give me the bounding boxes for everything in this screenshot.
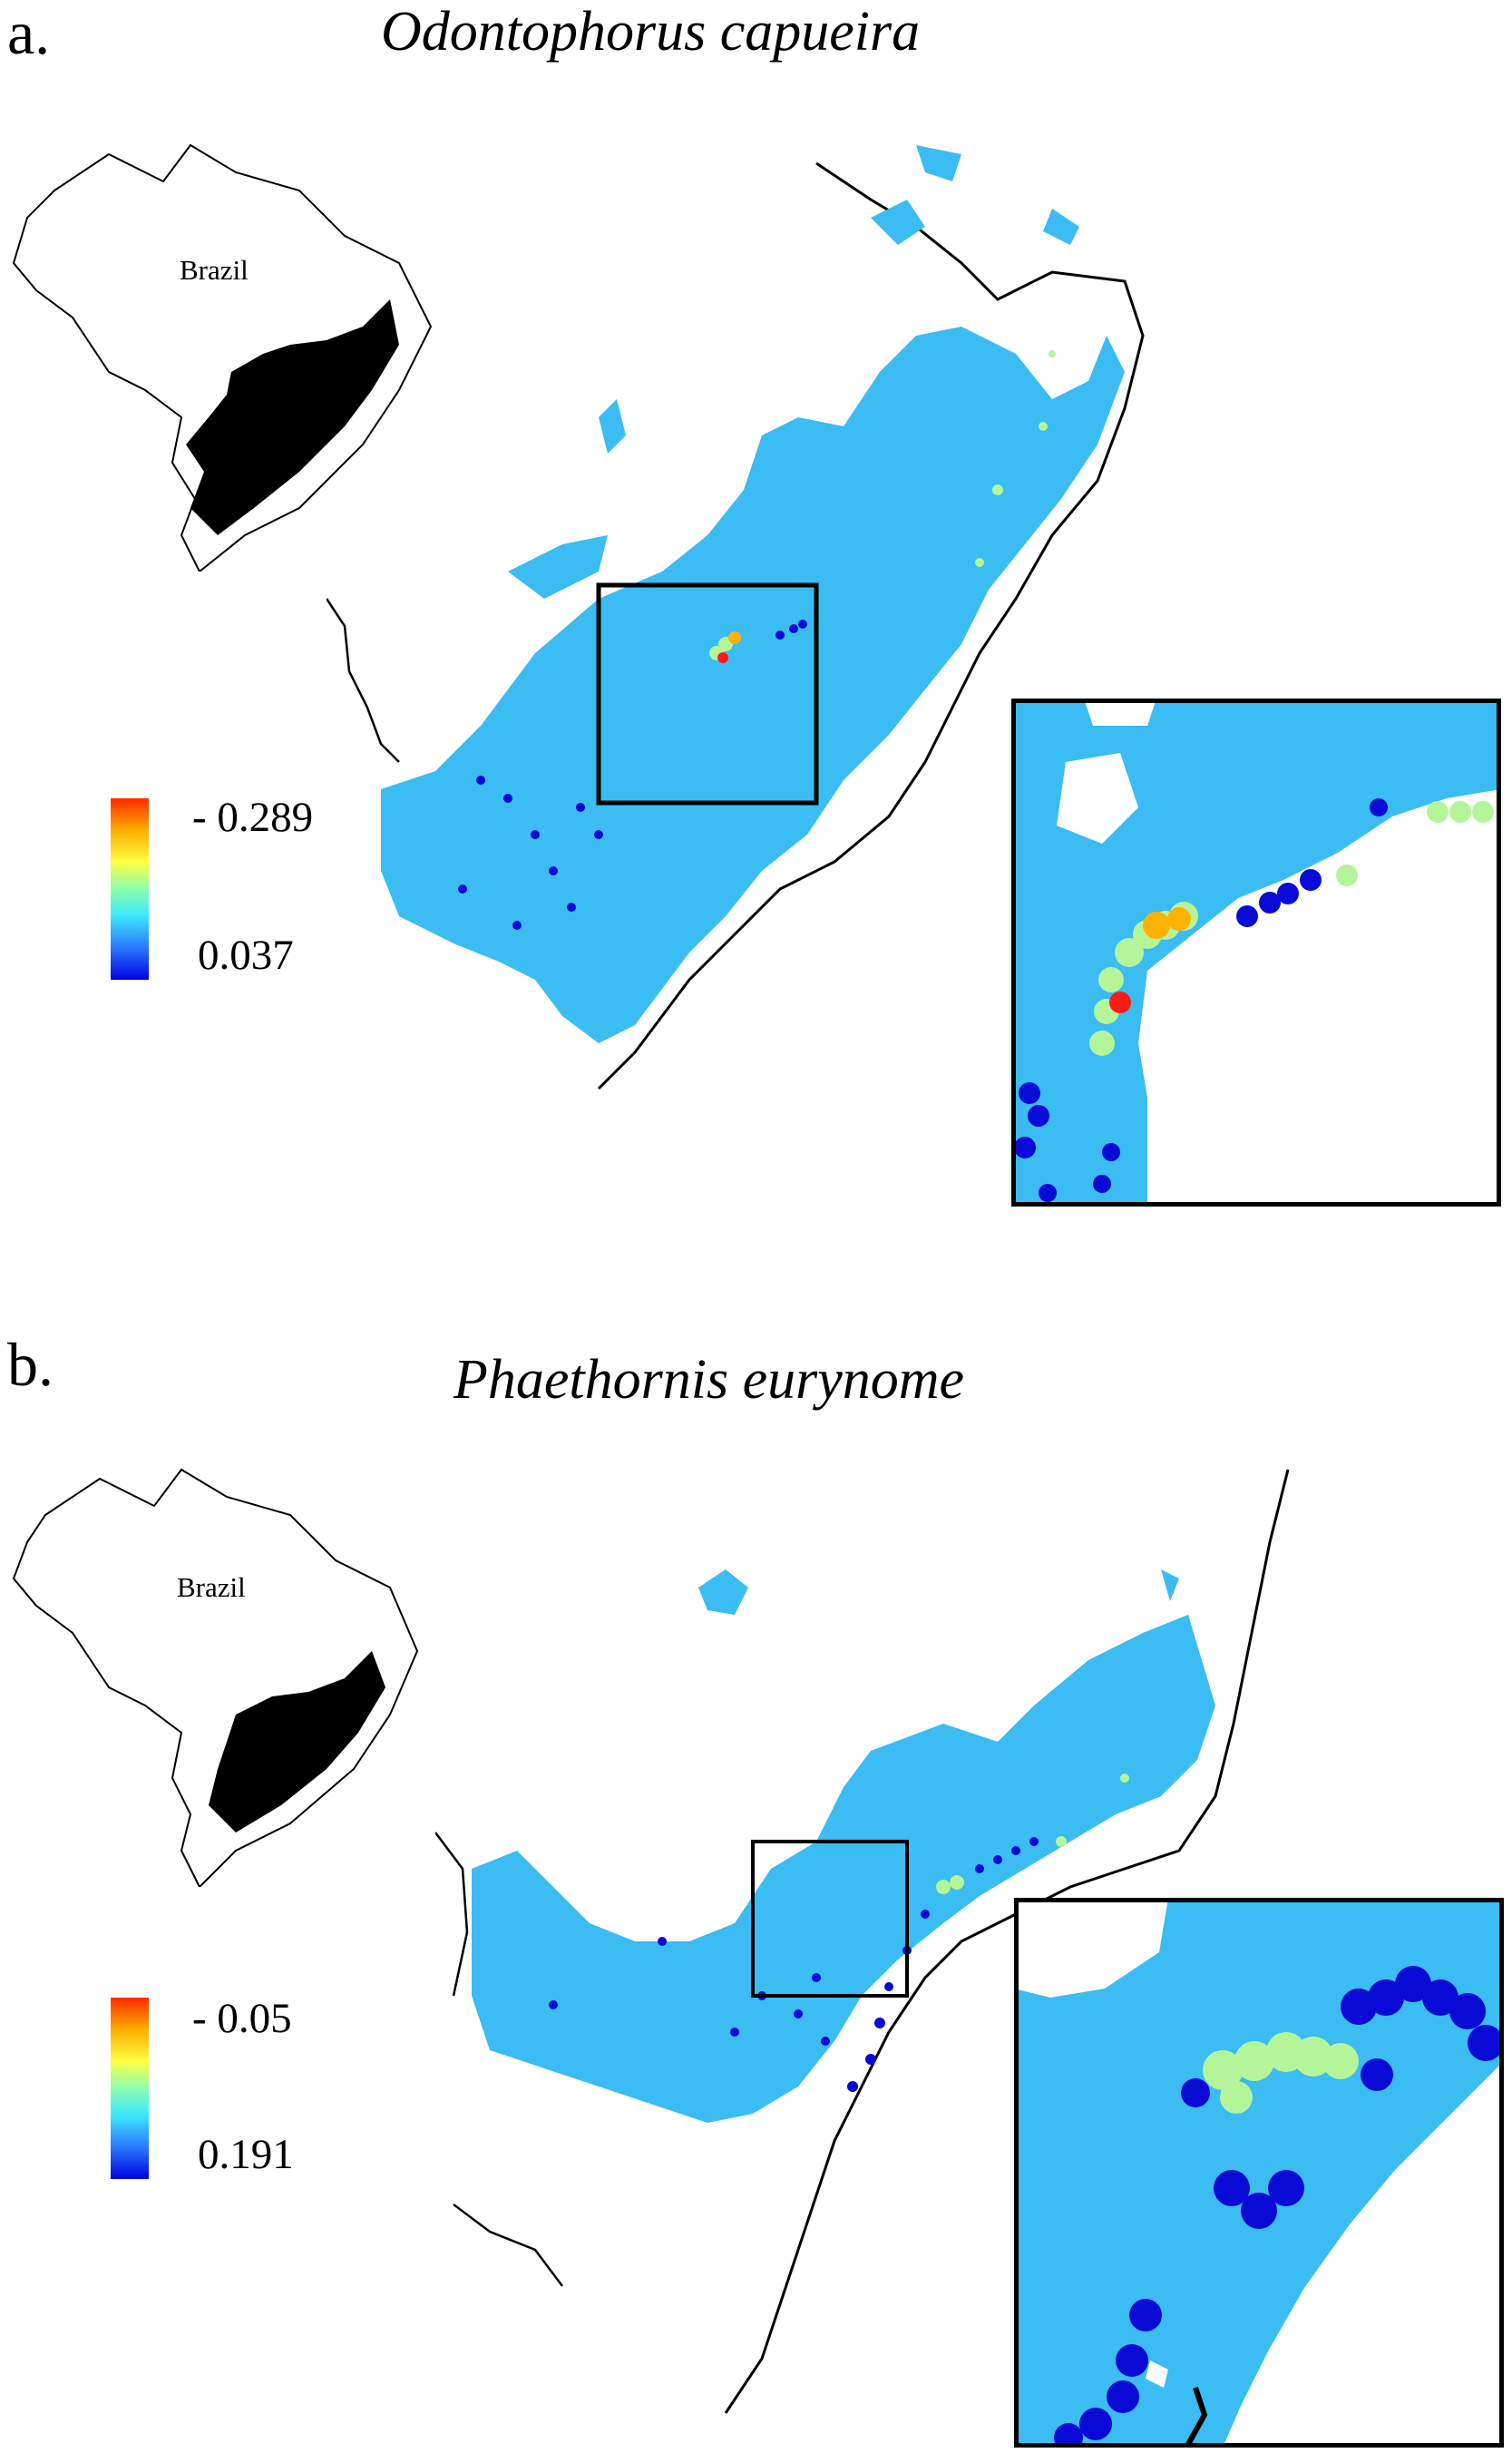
brazil-locator-map: Brazil [12,143,433,572]
color-scale-bar [111,1998,149,2179]
zoom-box [751,1840,909,1998]
scale-max-label: - 0.289 [192,794,314,841]
value-cells [458,350,1056,930]
border-line [453,2204,563,2287]
coastline [724,1469,1290,2414]
value-cells [549,1774,1129,2092]
border-line [327,598,400,763]
species-title: Phaethornis eurynome [454,1349,965,1411]
zoom-inset [1011,699,1501,1207]
scale-max-label: - 0.05 [192,1995,292,2042]
zoom-inset [1014,1898,1504,2448]
range-map [327,145,1145,1090]
country-label: Brazil [177,1571,246,1603]
brazil-locator-map: Brazil [12,1468,419,1887]
panel-letter: a. [7,0,51,67]
scale-min-label: 0.191 [198,2131,294,2178]
panel-a: a. Odontophorus capueira Brazil - 0.289 … [7,0,1501,1207]
species-title: Odontophorus capueira [381,1,921,63]
range-map [435,1469,1290,2414]
range-area [381,145,1125,1043]
zoom-box [596,582,819,806]
country-label: Brazil [180,254,249,286]
scale-min-label: 0.037 [198,932,294,979]
panel-b: b. Phaethornis eurynome Brazil - 0.05 0.… [0,1252,1512,2453]
coastline [597,161,1145,1090]
panel-letter: b. [7,1330,54,1399]
border-line [435,1832,469,1997]
range-area [472,1569,1215,2123]
color-scale-bar [111,798,149,980]
